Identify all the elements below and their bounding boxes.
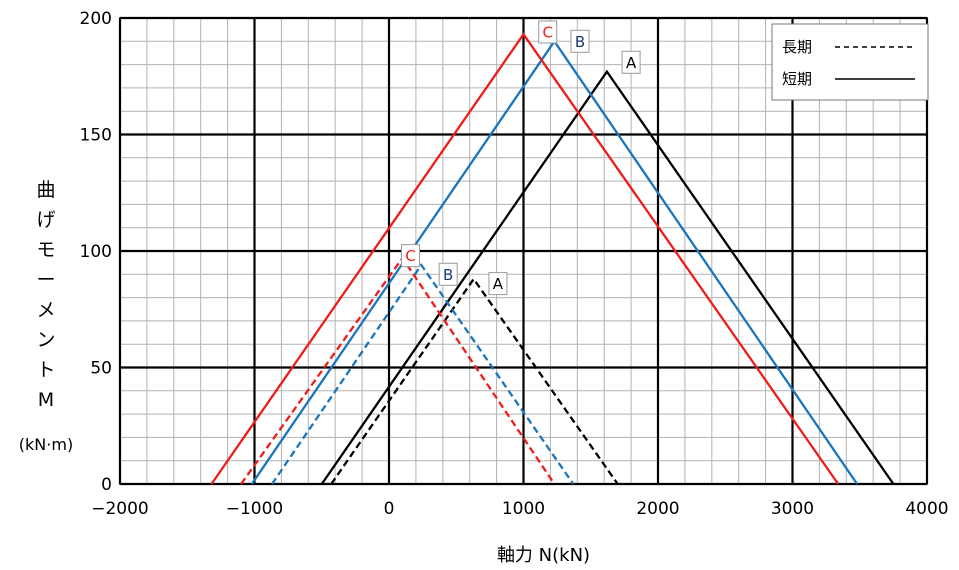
y-tick-labels: 0 50 100 150 200 [80,9,112,495]
annotation-box [538,20,558,44]
y-axis-label-char: ー [36,269,55,291]
y-axis-label-char: 曲 [36,179,55,201]
x-tick-label: 3000 [771,499,814,519]
annotation-box [488,272,508,296]
annotation-box [570,29,590,53]
annotation-label: A [493,275,504,293]
y-tick-label: 50 [90,359,112,379]
legend-box [771,23,929,101]
y-tick-label: 200 [80,9,112,29]
series-line-A-long [330,276,619,485]
y-axis-label-char: ト [36,359,55,381]
annotation-A: A [488,272,508,296]
annotation-A: A [621,50,641,74]
annotation-B: B [438,262,458,286]
y-axis-label-unit: (kN·m) [19,435,73,454]
series-line-A-short [320,69,895,485]
series-line-C-short [210,32,840,485]
annotation-box [401,244,421,268]
y-axis-label-char: M [38,389,54,411]
series-line-B-short [250,39,859,485]
annotation-label: C [542,23,552,41]
annotation-C: C [538,20,558,44]
x-tick-label: 0 [384,499,395,519]
annotation-label: C [405,247,415,265]
x-axis-label: 軸力 N(kN) [497,545,590,566]
annotation-box [438,262,458,286]
y-tick-label: 100 [80,242,112,262]
y-tick-label: 150 [80,126,112,146]
annotation-B: B [570,29,590,53]
x-tick-label: 4000 [905,499,948,519]
y-axis-label-char: モ [36,239,55,261]
series-line-B-long [271,262,575,485]
x-tick-label: −2000 [91,499,149,519]
annotation-C: C [401,244,421,268]
legend-label: 短期 [782,70,812,88]
x-tick-label: 1000 [502,499,545,519]
annotation-label: A [626,54,637,72]
series-layer [210,32,895,485]
x-tick-label: 2000 [636,499,679,519]
annotation-label: B [575,33,585,51]
x-tick-label: −1000 [226,499,284,519]
x-tick-labels: −2000 −1000 0 1000 2000 3000 4000 [91,499,948,519]
y-axis-label-char: メ [36,299,55,321]
y-tick-label: 0 [101,475,112,495]
y-axis-label-char: げ [36,209,55,231]
y-axis-label-char: ン [36,329,55,351]
plot-frame [119,17,928,485]
legend-label: 長期 [782,38,812,56]
annotation-label: B [443,266,453,284]
annotation-layer: A B C A B C [401,20,641,296]
annotation-box [621,50,641,74]
